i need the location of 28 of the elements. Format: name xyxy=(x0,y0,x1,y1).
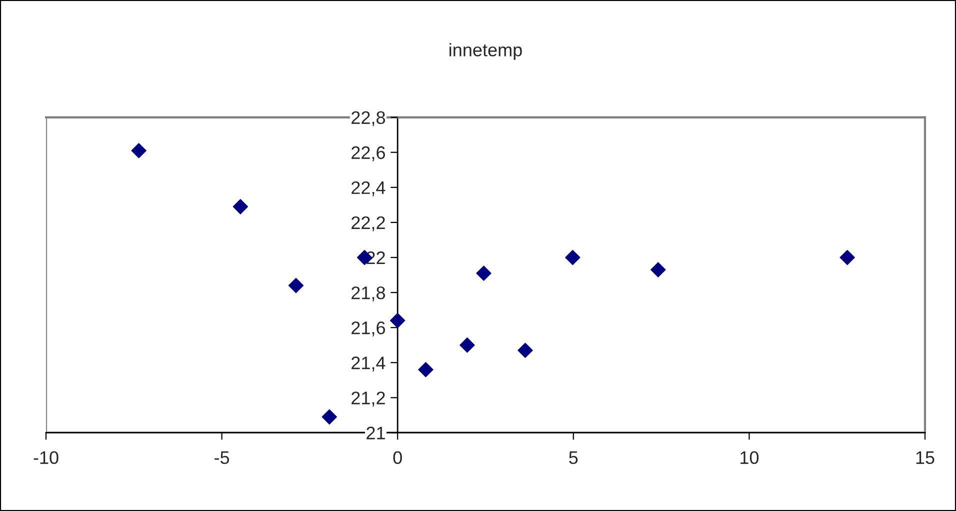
y-tick-label: 21 xyxy=(366,426,385,440)
point xyxy=(840,250,855,266)
y-tick-label: 21,4 xyxy=(352,356,386,372)
point xyxy=(322,409,338,425)
point xyxy=(650,262,666,278)
point xyxy=(390,312,406,328)
x-tick-label: 15 xyxy=(916,451,934,464)
y-tick-label: 22,6 xyxy=(352,146,386,162)
y-tick-label: 21,2 xyxy=(352,392,385,407)
point xyxy=(476,266,492,281)
point xyxy=(232,199,248,214)
point xyxy=(131,142,146,158)
point xyxy=(288,278,304,294)
point xyxy=(418,362,434,378)
point xyxy=(565,250,580,266)
x-tick-label: 5 xyxy=(569,451,578,464)
x-tick-label: -10 xyxy=(34,451,58,464)
point xyxy=(460,337,475,353)
chart-title: innetemp xyxy=(450,43,522,60)
x-tick-label: -5 xyxy=(214,451,230,464)
y-tick-label: 22,4 xyxy=(352,181,386,196)
point xyxy=(518,342,533,358)
y-tick-label: 22,8 xyxy=(352,111,386,126)
x-tick-label: 0 xyxy=(393,451,402,464)
y-tick-label: 21,6 xyxy=(352,322,386,336)
y-tick-label: 22,2 xyxy=(352,216,385,232)
x-tick-label: 10 xyxy=(740,451,759,464)
y-tick-label: 21,8 xyxy=(352,286,386,302)
